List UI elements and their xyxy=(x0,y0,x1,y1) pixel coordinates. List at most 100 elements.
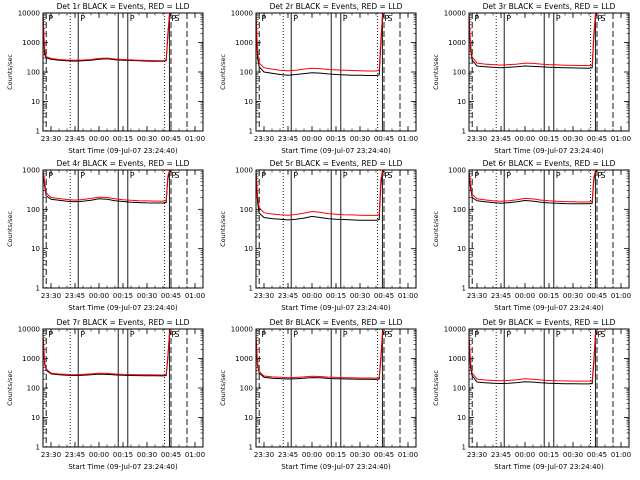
x-tick-label: 23:30 xyxy=(254,451,274,459)
event-marker: P xyxy=(261,14,266,23)
event-marker: S xyxy=(174,171,179,180)
y-axis-label: Counts/sec xyxy=(432,211,440,247)
y-tick-label: 10000 xyxy=(444,326,466,334)
x-tick-label: 00:45 xyxy=(374,135,394,143)
series-events-line xyxy=(42,331,172,377)
y-tick-label: 1 xyxy=(36,444,40,452)
y-tick-label: 1 xyxy=(249,128,253,136)
y-tick-label: 100 xyxy=(27,385,40,393)
series-lld-line xyxy=(255,13,385,72)
x-axis-label: Start Time (09-Jul-07 23:24:40) xyxy=(68,304,178,312)
event-marker: S xyxy=(600,171,605,180)
y-tick-label: 10000 xyxy=(231,326,253,334)
y-tick-label: 10000 xyxy=(231,10,253,18)
x-tick-label: 00:15 xyxy=(113,292,133,300)
x-tick-label: 00:15 xyxy=(326,135,346,143)
y-tick-label: 10 xyxy=(31,245,40,253)
x-axis-label: Start Time (09-Jul-07 23:24:40) xyxy=(494,147,604,155)
series-lld-line xyxy=(468,169,598,203)
y-tick-label: 1 xyxy=(249,444,253,452)
series-events-line xyxy=(255,170,385,221)
y-tick-label: 10 xyxy=(31,414,40,422)
y-tick-label: 1 xyxy=(462,128,466,136)
y-axis-label: Counts/sec xyxy=(432,54,440,90)
event-marker: S xyxy=(387,330,392,339)
y-axis-label: Counts/sec xyxy=(219,54,227,90)
x-tick-label: 00:00 xyxy=(89,135,109,143)
event-marker: P xyxy=(171,171,176,180)
event-marker: S xyxy=(387,171,392,180)
x-tick-label: 00:00 xyxy=(302,451,322,459)
x-tick-label: 00:45 xyxy=(587,135,607,143)
y-tick-label: 1 xyxy=(462,285,466,293)
x-axis-label: Start Time (09-Jul-07 23:24:40) xyxy=(494,304,604,312)
y-tick-label: 1000 xyxy=(448,39,466,47)
y-axis-label: Counts/sec xyxy=(219,211,227,247)
x-tick-label: 00:15 xyxy=(539,135,559,143)
x-tick-label: 23:30 xyxy=(467,292,487,300)
x-tick-label: 00:30 xyxy=(350,451,370,459)
x-tick-label: 00:30 xyxy=(563,292,583,300)
plot-frame xyxy=(255,169,417,289)
x-tick-label: 00:45 xyxy=(161,135,181,143)
x-tick-label: 00:00 xyxy=(89,292,109,300)
y-tick-label: 1 xyxy=(462,444,466,452)
y-tick-label: 1 xyxy=(36,285,40,293)
x-tick-label: 00:00 xyxy=(302,135,322,143)
event-marker: P xyxy=(261,330,266,339)
series-events-line xyxy=(42,13,172,62)
y-tick-label: 10 xyxy=(244,245,253,253)
plot-frame xyxy=(42,12,204,132)
det-plot-9: Det 9r BLACK = Events, RED = LLD Counts/s… xyxy=(432,318,631,471)
y-tick-label: 100 xyxy=(27,206,40,214)
det-plot-6: Det 6r BLACK = Events, RED = LLD Counts/s… xyxy=(432,159,631,312)
y-tick-label: 10 xyxy=(31,98,40,106)
x-tick-label: 23:45 xyxy=(491,451,511,459)
x-axis-label: Start Time (09-Jul-07 23:24:40) xyxy=(281,463,391,471)
plot-title: Det 4r BLACK = Events, RED = LLD xyxy=(57,159,190,168)
x-tick-label: 01:00 xyxy=(185,135,205,143)
x-tick-label: 00:15 xyxy=(539,292,559,300)
y-tick-label: 1000 xyxy=(22,39,40,47)
event-marker: P xyxy=(130,171,135,180)
event-marker: S xyxy=(600,330,605,339)
plot-title: Det 6r BLACK = Events, RED = LLD xyxy=(483,159,616,168)
det-plot-2: Det 2r BLACK = Events, RED = LLD Counts/s… xyxy=(219,2,418,155)
plot-frame xyxy=(468,328,630,448)
x-tick-label: 00:45 xyxy=(587,292,607,300)
y-tick-label: 100 xyxy=(453,385,466,393)
y-tick-label: 1000 xyxy=(448,167,466,175)
y-tick-label: 100 xyxy=(453,69,466,77)
x-tick-label: 23:45 xyxy=(65,135,85,143)
plot-title: Det 8r BLACK = Events, RED = LLD xyxy=(270,318,403,327)
y-tick-label: 10 xyxy=(457,98,466,106)
event-marker: P xyxy=(80,330,85,339)
x-tick-label: 00:45 xyxy=(374,451,394,459)
y-tick-label: 10 xyxy=(457,245,466,253)
event-marker: P xyxy=(261,171,266,180)
y-tick-label: 1000 xyxy=(235,355,253,363)
x-tick-label: 23:30 xyxy=(467,135,487,143)
event-marker: P xyxy=(80,14,85,23)
y-axis-label: Counts/sec xyxy=(219,370,227,406)
event-marker: P xyxy=(343,171,348,180)
x-tick-label: 01:00 xyxy=(398,451,418,459)
event-marker: P xyxy=(506,14,511,23)
x-tick-label: 00:15 xyxy=(539,451,559,459)
x-tick-label: 01:00 xyxy=(398,135,418,143)
y-tick-label: 1000 xyxy=(235,167,253,175)
x-axis-label: Start Time (09-Jul-07 23:24:40) xyxy=(281,304,391,312)
series-lld-line xyxy=(255,169,385,216)
x-tick-label: 00:00 xyxy=(515,451,535,459)
plot-frame xyxy=(255,328,417,448)
series-lld-line xyxy=(468,330,598,382)
x-axis-label: Start Time (09-Jul-07 23:24:40) xyxy=(68,463,178,471)
event-marker: P xyxy=(597,14,602,23)
x-tick-label: 01:00 xyxy=(185,292,205,300)
y-tick-label: 1 xyxy=(36,128,40,136)
plot-frame xyxy=(468,169,630,289)
x-tick-label: 00:30 xyxy=(137,292,157,300)
event-marker: P xyxy=(384,330,389,339)
x-tick-label: 00:45 xyxy=(161,451,181,459)
x-tick-label: 23:45 xyxy=(65,451,85,459)
